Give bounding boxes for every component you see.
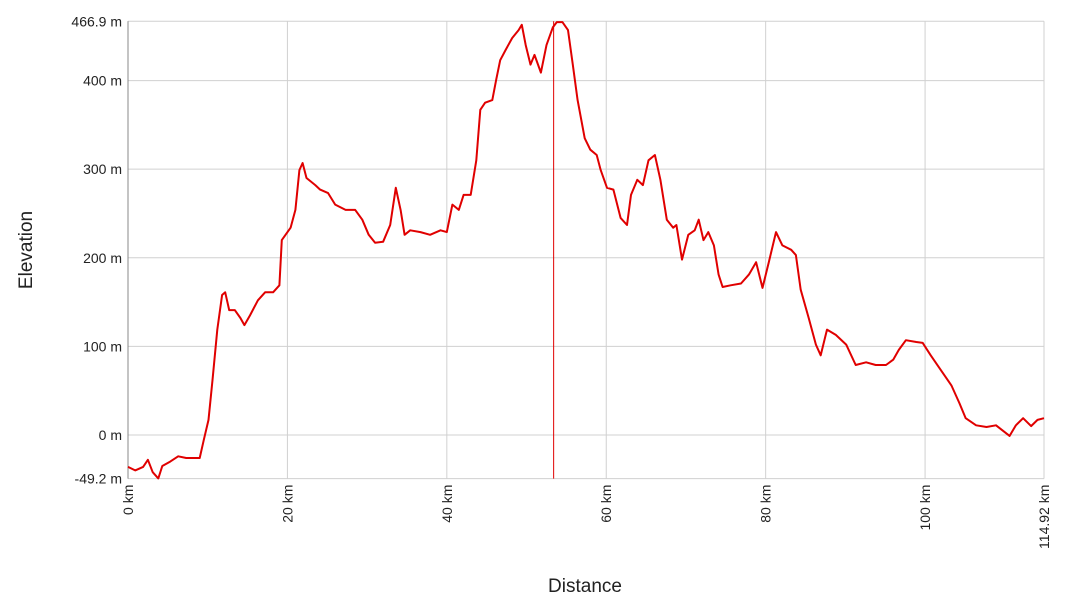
y-tick-label: 466.9 m — [71, 13, 122, 29]
y-tick-label: -49.2 m — [75, 471, 122, 487]
y-tick-label: 0 m — [99, 427, 122, 443]
y-axis-title: Elevation — [16, 211, 37, 289]
x-tick-label: 114.92 km — [1036, 485, 1052, 549]
y-tick-label: 100 m — [83, 338, 122, 354]
y-tick-label: 200 m — [83, 250, 122, 266]
x-tick-label: 100 km — [917, 485, 933, 531]
x-tick-label: 80 km — [758, 485, 774, 523]
x-tick-label: 60 km — [598, 485, 614, 523]
x-tick-label: 20 km — [279, 485, 295, 523]
x-tick-label: 40 km — [439, 485, 455, 523]
y-tick-label: 400 m — [83, 73, 122, 89]
x-axis-title: Distance — [548, 576, 622, 597]
x-tick-label: 0 km — [120, 485, 136, 515]
elevation-line — [127, 21, 1045, 480]
y-tick-label: 300 m — [83, 161, 122, 177]
